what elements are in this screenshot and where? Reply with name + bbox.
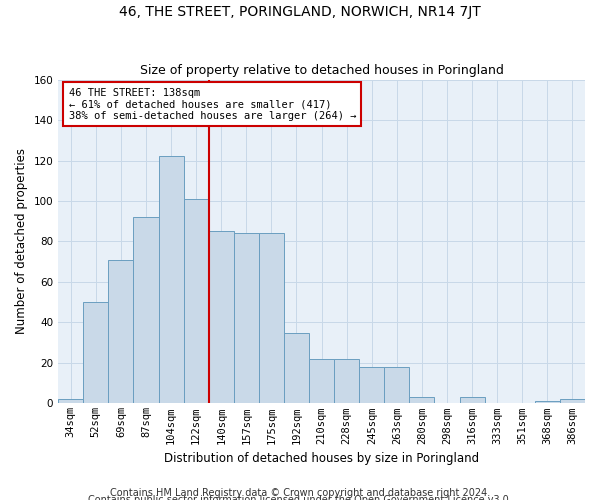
Bar bbox=[309, 359, 334, 404]
Bar bbox=[83, 302, 109, 404]
Text: 46 THE STREET: 138sqm
← 61% of detached houses are smaller (417)
38% of semi-det: 46 THE STREET: 138sqm ← 61% of detached … bbox=[69, 88, 356, 121]
Title: Size of property relative to detached houses in Poringland: Size of property relative to detached ho… bbox=[140, 64, 503, 77]
Bar bbox=[133, 217, 158, 404]
Bar bbox=[359, 367, 385, 404]
Bar bbox=[409, 398, 434, 404]
Bar bbox=[158, 156, 184, 404]
Bar bbox=[560, 400, 585, 404]
Text: 46, THE STREET, PORINGLAND, NORWICH, NR14 7JT: 46, THE STREET, PORINGLAND, NORWICH, NR1… bbox=[119, 5, 481, 19]
X-axis label: Distribution of detached houses by size in Poringland: Distribution of detached houses by size … bbox=[164, 452, 479, 465]
Bar bbox=[184, 199, 209, 404]
Bar bbox=[58, 400, 83, 404]
Bar bbox=[535, 402, 560, 404]
Bar bbox=[259, 234, 284, 404]
Bar bbox=[209, 232, 234, 404]
Bar bbox=[385, 367, 409, 404]
Bar bbox=[334, 359, 359, 404]
Y-axis label: Number of detached properties: Number of detached properties bbox=[15, 148, 28, 334]
Text: Contains HM Land Registry data © Crown copyright and database right 2024.: Contains HM Land Registry data © Crown c… bbox=[110, 488, 490, 498]
Text: Contains public sector information licensed under the Open Government Licence v3: Contains public sector information licen… bbox=[88, 495, 512, 500]
Bar bbox=[460, 398, 485, 404]
Bar bbox=[109, 260, 133, 404]
Bar bbox=[284, 332, 309, 404]
Bar bbox=[234, 234, 259, 404]
